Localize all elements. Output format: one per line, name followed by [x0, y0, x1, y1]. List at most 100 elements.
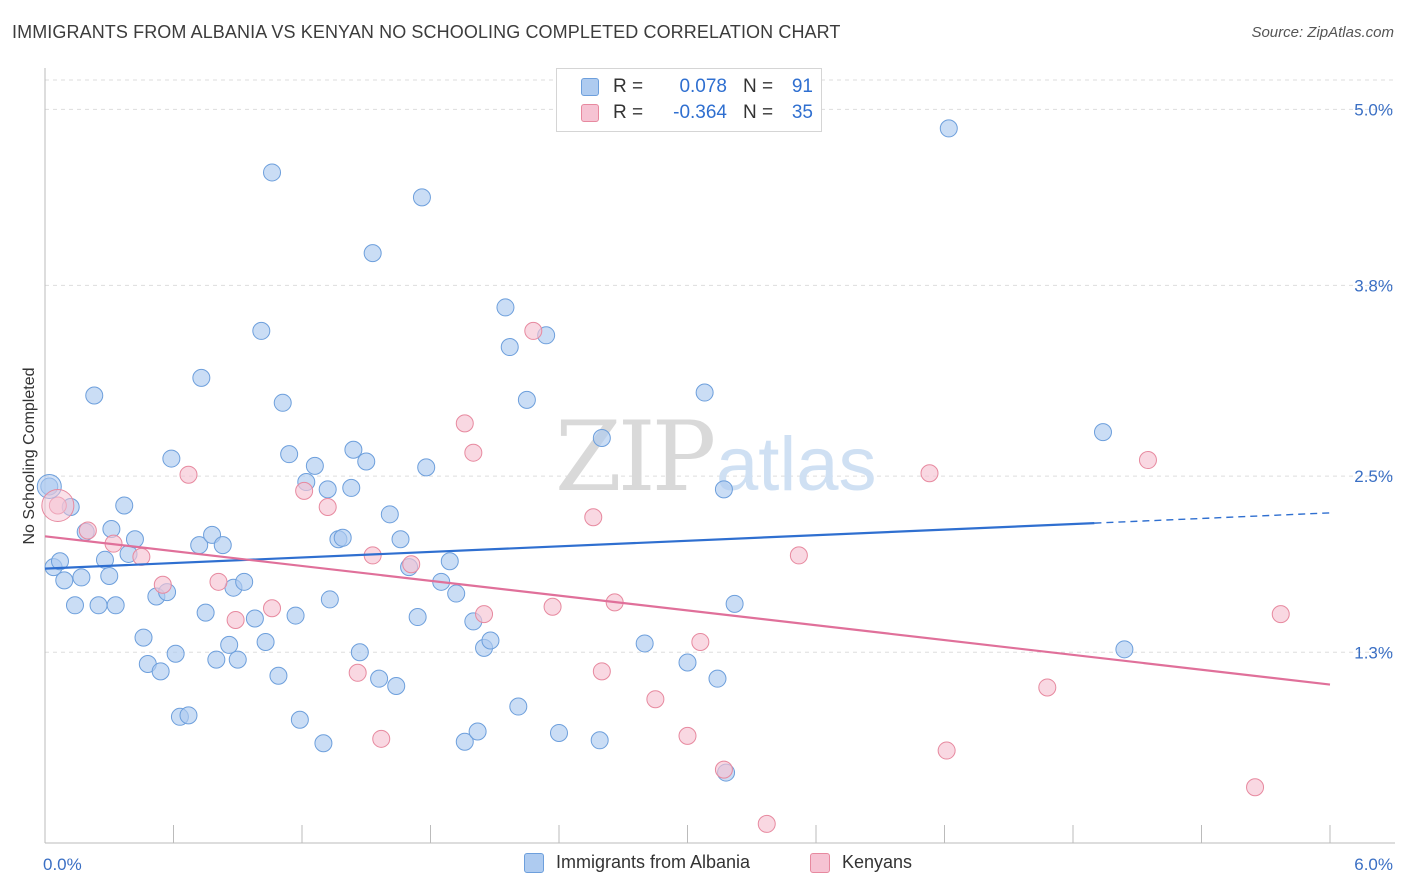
kenyans-point — [714, 760, 733, 779]
albania-point — [228, 650, 247, 669]
kenyans-point — [524, 321, 543, 340]
albania-point — [245, 609, 264, 628]
albania-point — [333, 528, 352, 547]
albania-point — [263, 163, 282, 182]
legend-r-value: 0.078 — [679, 76, 727, 97]
axes-layer — [44, 68, 1395, 844]
bottom-swatch-kenyans — [810, 852, 830, 873]
albania-point — [417, 458, 436, 477]
albania-point — [115, 496, 134, 515]
legend-row-kenyans: R = -0.364 N = 35 — [581, 100, 813, 126]
albania-point — [273, 393, 292, 412]
legend-r-label: R = — [613, 76, 644, 97]
albania-point — [412, 188, 431, 207]
albania-point — [342, 478, 361, 497]
kenyans-point — [592, 662, 611, 681]
albania-point — [134, 628, 153, 647]
albania-point — [269, 666, 288, 685]
kenyans-point — [475, 605, 494, 624]
albania-point — [314, 734, 333, 753]
legend-n-value: 35 — [791, 102, 813, 123]
y-tick-label: 3.8% — [1354, 276, 1393, 295]
chart-source: Source: ZipAtlas.com — [1251, 24, 1394, 41]
albania-point — [55, 571, 74, 590]
legend-r-value: -0.364 — [673, 102, 727, 123]
albania-point — [408, 608, 427, 627]
kenyans-point — [789, 546, 808, 565]
bottom-swatch-albania — [524, 852, 544, 873]
legend-n-label: N = — [743, 76, 774, 97]
watermark-atlas: atlas — [716, 422, 877, 507]
albania-point — [500, 338, 519, 357]
bottom-legend-kenyans: Kenyans — [810, 852, 912, 873]
albania-point — [290, 710, 309, 729]
albania-point — [357, 452, 376, 471]
kenyans-point — [226, 610, 245, 629]
kenyans-point — [132, 547, 151, 566]
kenyans-trend-line — [44, 535, 1331, 686]
albania-point — [1093, 423, 1112, 442]
albania-point — [100, 566, 119, 585]
albania-point — [179, 706, 198, 725]
kenyans-point — [543, 597, 562, 616]
watermark: ZIP atlas — [555, 401, 877, 513]
bottom-legend-albania: Immigrants from Albania — [524, 852, 750, 873]
albania-point — [635, 634, 654, 653]
bottom-legend-label-kenyans: Kenyans — [842, 852, 913, 872]
kenyans-point — [348, 663, 367, 682]
albania-point — [252, 321, 271, 340]
albania-point — [320, 590, 339, 609]
albania-point — [363, 244, 382, 263]
points-layer — [36, 119, 1290, 833]
albania-point — [207, 650, 226, 669]
legend-r-label: R = — [613, 102, 644, 123]
albania-point — [344, 440, 363, 459]
albania-point — [192, 368, 211, 387]
albania-point — [468, 722, 487, 741]
albania-point — [481, 631, 500, 650]
albania-trend-extension — [1094, 512, 1331, 524]
albania-point — [72, 568, 91, 587]
y-tick-label: 2.5% — [1354, 467, 1393, 486]
albania-point — [89, 596, 108, 615]
grid-layer — [45, 79, 1395, 653]
legend-swatch-albania — [581, 78, 599, 96]
albania-point — [350, 643, 369, 662]
y-tick-label: 1.3% — [1354, 643, 1393, 662]
chart-title: IMMIGRANTS FROM ALBANIA VS KENYAN NO SCH… — [12, 22, 841, 42]
kenyans-point — [318, 497, 337, 516]
albania-point — [708, 669, 727, 688]
albania-point — [1115, 640, 1134, 659]
kenyans-point — [78, 521, 97, 540]
kenyans-point — [920, 464, 939, 483]
x-tick-label: 6.0% — [1354, 855, 1393, 874]
albania-point — [678, 653, 697, 672]
albania-point — [286, 606, 305, 625]
albania-point — [305, 456, 324, 475]
albania-point — [151, 662, 170, 681]
kenyans-point — [179, 465, 198, 484]
legend-n-value: 91 — [791, 76, 813, 97]
kenyans-point — [464, 443, 483, 462]
kenyans-point — [757, 814, 776, 833]
kenyans-point — [1038, 678, 1057, 697]
albania-point — [517, 390, 536, 409]
albania-point — [714, 480, 733, 499]
albania-point — [391, 530, 410, 549]
albania-point — [387, 676, 406, 695]
albania-point — [447, 584, 466, 603]
albania-point — [220, 635, 239, 654]
albania-point — [370, 669, 389, 688]
legend-box: R = 0.078 N = 91 R = -0.364 N = 35 — [556, 68, 822, 132]
albania-point — [318, 480, 337, 499]
albania-point — [550, 723, 568, 742]
bottom-legend-label-albania: Immigrants from Albania — [556, 852, 751, 872]
albania-point — [509, 697, 528, 716]
kenyans-point — [263, 599, 282, 618]
kenyans-point — [937, 741, 956, 760]
x-tick-label: 0.0% — [43, 855, 82, 874]
y-tick-label: 5.0% — [1354, 100, 1393, 119]
y-axis-label: No Schooling Completed — [21, 368, 38, 545]
albania-point — [280, 445, 299, 464]
